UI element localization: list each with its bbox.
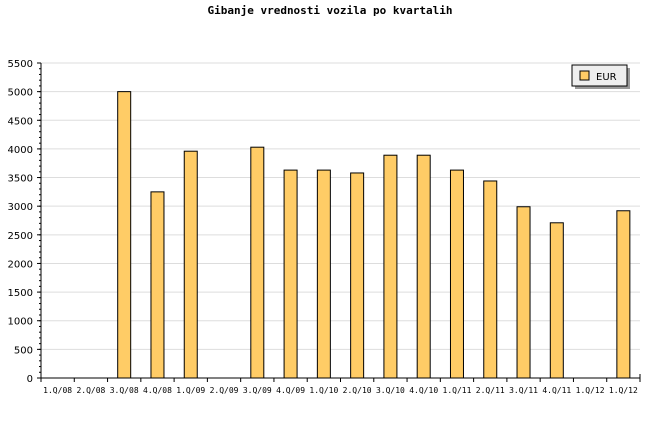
- y-tick-label: 0: [27, 374, 33, 385]
- legend-label: EUR: [596, 72, 617, 83]
- x-tick-label: 4.Q/11: [542, 386, 571, 395]
- bar: [383, 154, 398, 379]
- y-tick-label: 500: [14, 345, 33, 356]
- x-tick-label: 4.Q/08: [143, 386, 172, 395]
- x-tick-label: 2.Q/10: [343, 386, 372, 395]
- legend-box: [571, 64, 628, 87]
- x-tick-label: 1.Q/12: [609, 386, 638, 395]
- bar: [316, 169, 331, 379]
- x-tick-label: 2.Q/09: [210, 386, 239, 395]
- x-tick-label: 1.Q/09: [176, 386, 205, 395]
- chart-title: Gibanje vrednosti vozila po kvartalih: [207, 4, 453, 17]
- bar: [549, 222, 564, 379]
- y-tick-label: 3000: [8, 202, 33, 213]
- y-tick-label: 1500: [8, 288, 33, 299]
- bar: [516, 206, 531, 379]
- x-tick-label: 3.Q/08: [110, 386, 139, 395]
- x-tick-label: 3.Q/11: [509, 386, 538, 395]
- bar: [449, 169, 464, 379]
- bar: [150, 191, 165, 379]
- y-tick-label: 1000: [8, 317, 33, 328]
- x-tick-label: 3.Q/10: [376, 386, 405, 395]
- x-tick-label: 3.Q/09: [243, 386, 272, 395]
- y-tick-label: 4500: [8, 116, 33, 127]
- x-tick-label: 1.Q/10: [309, 386, 338, 395]
- legend-swatch: [579, 70, 590, 81]
- y-tick-label: 3500: [8, 174, 33, 185]
- bar: [616, 210, 631, 379]
- y-tick-label: 4000: [8, 145, 33, 156]
- bar: [283, 169, 298, 379]
- y-tick-label: 5000: [8, 88, 33, 99]
- bar: [183, 150, 198, 379]
- x-tick-label: 2.Q/08: [76, 386, 105, 395]
- y-tick-label: 2000: [8, 259, 33, 270]
- x-tick-label: 4.Q/10: [409, 386, 438, 395]
- x-tick-label: 1.Q/12: [576, 386, 605, 395]
- bar: [250, 146, 265, 379]
- y-tick-label: 2500: [8, 231, 33, 242]
- x-tick-label: 4.Q/09: [276, 386, 305, 395]
- y-tick-label: 5500: [8, 59, 33, 70]
- bar: [483, 180, 498, 379]
- x-tick-label: 1.Q/08: [43, 386, 72, 395]
- x-tick-label: 1.Q/11: [443, 386, 472, 395]
- bar: [416, 154, 431, 379]
- x-tick-label: 2.Q/11: [476, 386, 505, 395]
- bar: [350, 172, 365, 379]
- bar: [117, 91, 132, 379]
